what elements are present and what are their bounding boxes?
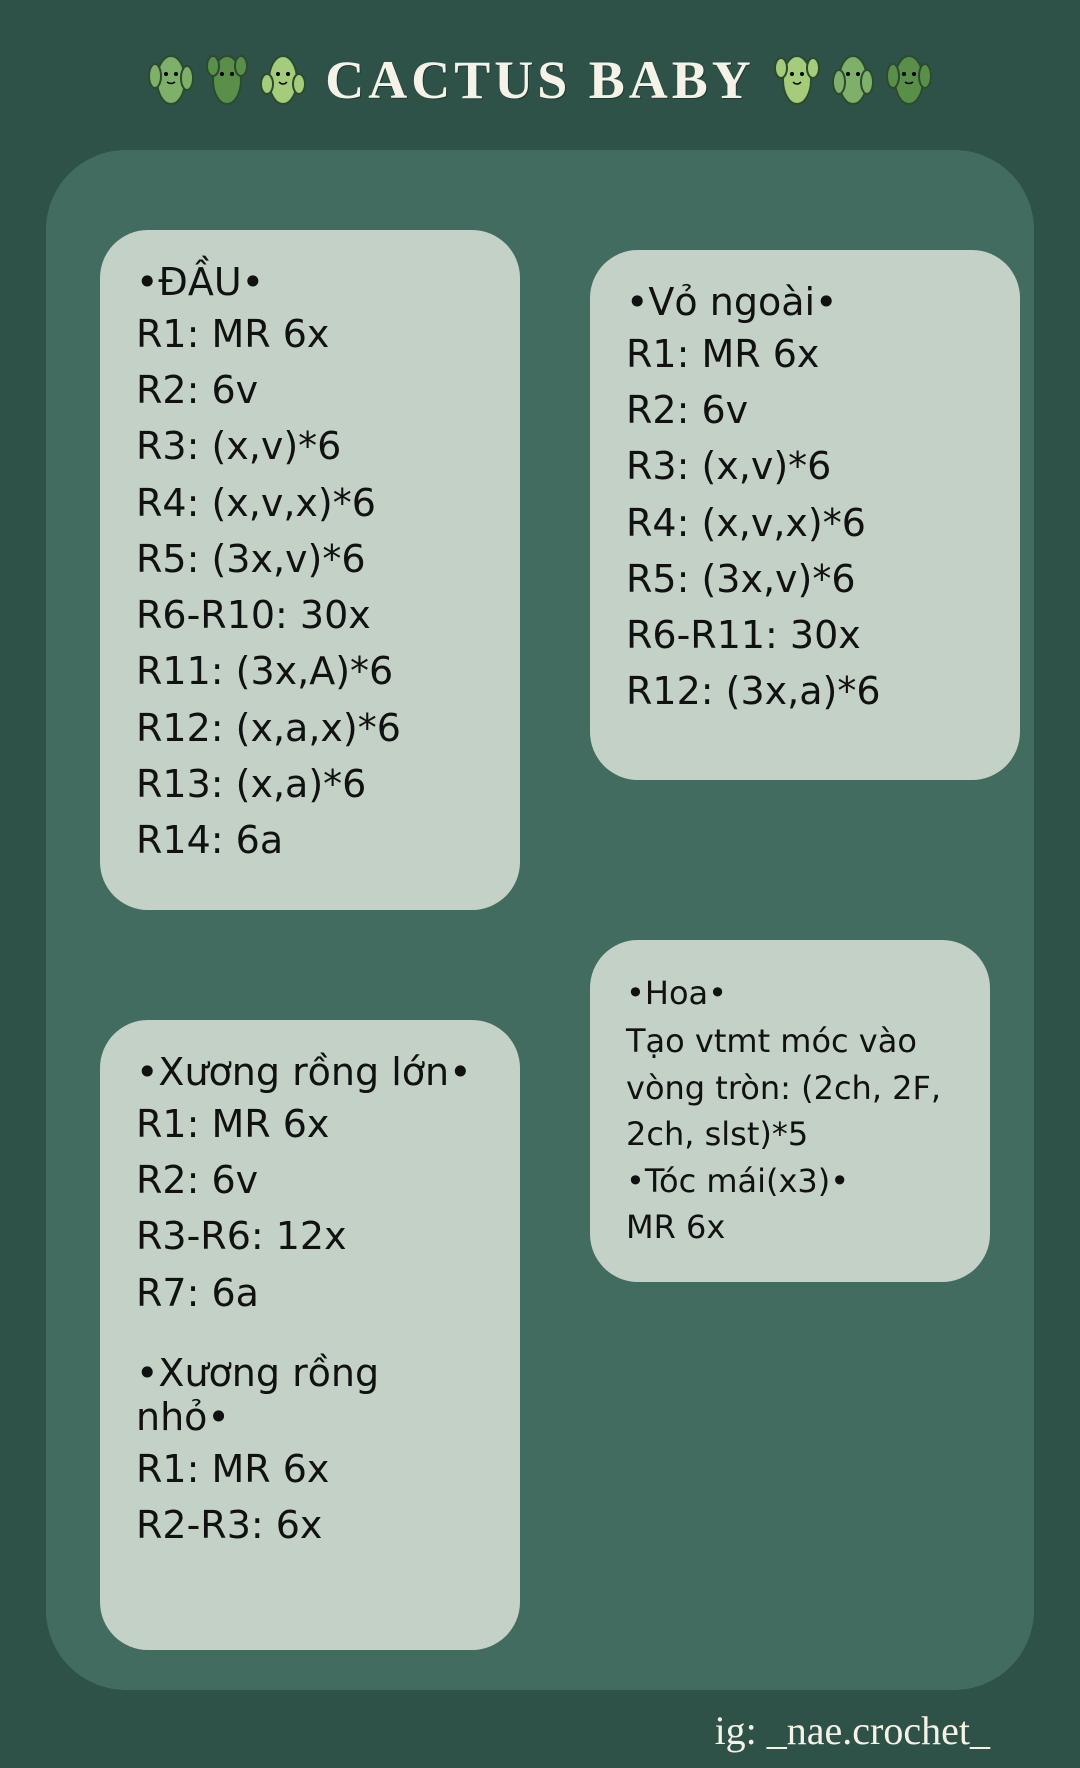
- cactus-icon: [203, 46, 251, 114]
- pattern-row: Tạo vtmt móc vào vòng tròn: (2ch, 2F, 2c…: [626, 1018, 954, 1157]
- pattern-row: R1: MR 6x: [626, 326, 984, 382]
- pattern-row: R7: 6a: [136, 1265, 484, 1321]
- cactus-icon: [147, 46, 195, 114]
- card-title-outer: •Vỏ ngoài•: [626, 280, 984, 324]
- cactus-icons-left: [147, 46, 307, 114]
- pattern-row: R2: 6v: [136, 362, 484, 418]
- card-title-large: •Xương rồng lớn•: [136, 1050, 484, 1094]
- pattern-row: R6-R11: 30x: [626, 607, 984, 663]
- pattern-row: R3: (x,v)*6: [626, 438, 984, 494]
- card-title-flower: •Hoa•: [626, 970, 954, 1016]
- footer-credit: ig: _nae.crochet_: [715, 1707, 990, 1754]
- pattern-row: R1: MR 6x: [136, 1096, 484, 1152]
- pattern-row: R1: MR 6x: [136, 306, 484, 362]
- cactus-icon: [885, 46, 933, 114]
- card-large-small: •Xương rồng lớn• R1: MR 6xR2: 6vR3-R6: 1…: [100, 1020, 520, 1650]
- page-title: CACTUS BABY: [325, 49, 755, 111]
- cactus-icon: [773, 46, 821, 114]
- pattern-row: R14: 6a: [136, 812, 484, 868]
- pattern-row: R3: (x,v)*6: [136, 418, 484, 474]
- cactus-icons-right: [773, 46, 933, 114]
- pattern-row: R2: 6v: [136, 1152, 484, 1208]
- pattern-row: R11: (3x,A)*6: [136, 643, 484, 699]
- pattern-row: R6-R10: 30x: [136, 587, 484, 643]
- pattern-row: R1: MR 6x: [136, 1441, 484, 1497]
- card-head: •ĐẦU• R1: MR 6xR2: 6vR3: (x,v)*6R4: (x,v…: [100, 230, 520, 910]
- title-bar: CACTUS BABY: [0, 0, 1080, 140]
- card-title-small: •Xương rồng nhỏ•: [136, 1351, 484, 1439]
- card-flower: •Hoa• Tạo vtmt móc vào vòng tròn: (2ch, …: [590, 940, 990, 1282]
- card-outer: •Vỏ ngoài• R1: MR 6xR2: 6vR3: (x,v)*6R4:…: [590, 250, 1020, 780]
- pattern-row: R12: (3x,a)*6: [626, 663, 984, 719]
- pattern-row: R2-R3: 6x: [136, 1497, 484, 1553]
- pattern-row: MR 6x: [626, 1204, 954, 1250]
- pattern-row: R12: (x,a,x)*6: [136, 700, 484, 756]
- card-title-head: •ĐẦU•: [136, 260, 484, 304]
- pattern-row: R2: 6v: [626, 382, 984, 438]
- pattern-row: R3-R6: 12x: [136, 1208, 484, 1264]
- cactus-icon: [829, 46, 877, 114]
- pattern-row: R5: (3x,v)*6: [626, 551, 984, 607]
- pattern-row: •Tóc mái(x3)•: [626, 1158, 954, 1204]
- pattern-row: R4: (x,v,x)*6: [136, 475, 484, 531]
- pattern-row: R4: (x,v,x)*6: [626, 495, 984, 551]
- cactus-icon: [259, 46, 307, 114]
- pattern-row: R5: (3x,v)*6: [136, 531, 484, 587]
- pattern-row: R13: (x,a)*6: [136, 756, 484, 812]
